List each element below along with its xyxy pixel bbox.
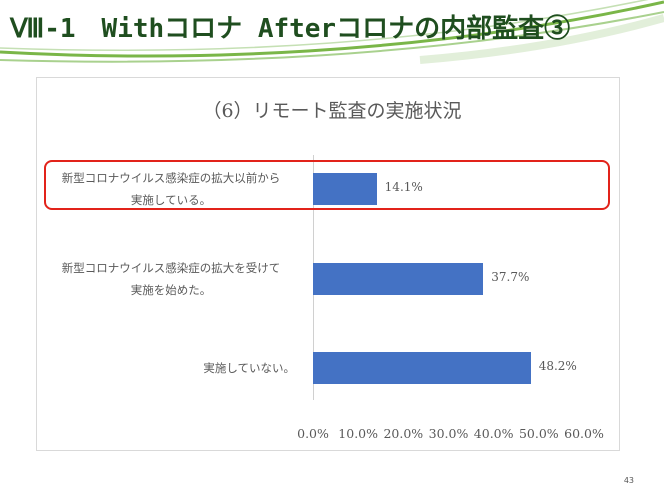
- category-label-line: 実施している。: [130, 193, 212, 207]
- bar: [313, 352, 531, 384]
- x-tick-label: 60.0%: [564, 426, 604, 441]
- x-tick-label: 50.0%: [518, 426, 559, 441]
- bar: [313, 263, 484, 295]
- x-tick-label: 20.0%: [383, 426, 424, 441]
- x-tick-label: 10.0%: [338, 426, 379, 441]
- x-tick-label: 0.0%: [297, 426, 329, 441]
- x-tick-label: 40.0%: [473, 426, 514, 441]
- category-label-line: 実施を始めた。: [130, 283, 212, 297]
- page-number: 43: [623, 476, 634, 485]
- category-label: 新型コロナウイルス感染症の拡大を受けて 実施を始めた。: [40, 257, 302, 301]
- category-label-line: 実施していない。: [203, 361, 295, 375]
- category-label-line: 新型コロナウイルス感染症の拡大を受けて: [61, 261, 281, 275]
- header-swoosh-decoration: [0, 0, 664, 64]
- slide-title: Ⅷ-1 Withコロナ Afterコロナの内部監査③: [10, 14, 571, 44]
- bar: [313, 173, 377, 205]
- chart-title: （6）リモート監査の実施状況: [202, 100, 462, 122]
- x-tick-label: 30.0%: [428, 426, 469, 441]
- category-label: 新型コロナウイルス感染症の拡大以前から 実施している。: [40, 167, 302, 211]
- category-label: 実施していない。: [40, 357, 295, 379]
- bar-value-label: 14.1%: [384, 180, 423, 194]
- bar-value-label: 37.7%: [491, 270, 530, 284]
- highlight-box: [44, 160, 610, 210]
- category-label-line: 新型コロナウイルス感染症の拡大以前から: [61, 171, 281, 185]
- bar-value-label: 48.2%: [538, 359, 577, 373]
